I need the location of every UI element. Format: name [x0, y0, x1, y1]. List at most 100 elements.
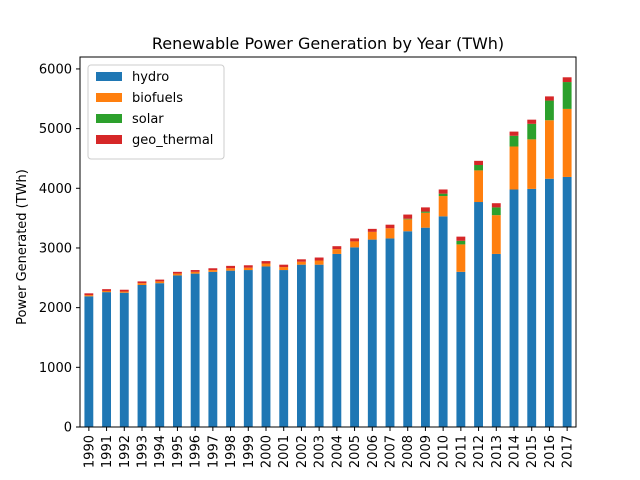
bar-biofuels-2007	[385, 228, 395, 239]
bar-hydro-2004	[332, 253, 342, 427]
bar-biofuels-2012	[474, 170, 483, 203]
legend-swatch-geo_thermal	[96, 135, 122, 144]
x-tick-label: 2000	[260, 435, 275, 468]
bar-geo_thermal-2016	[545, 96, 554, 101]
bar-biofuels-2004	[332, 249, 342, 254]
x-tick-label: 2016	[543, 435, 558, 468]
bar-biofuels-2000	[261, 263, 271, 267]
bar-hydro-2003	[314, 264, 324, 427]
bar-geo_thermal-2005	[350, 238, 359, 242]
legend-label-hydro: hydro	[132, 70, 169, 85]
bar-geo_thermal-1999	[243, 265, 253, 268]
bar-geo_thermal-2000	[261, 261, 271, 264]
x-tick-label: 2009	[419, 435, 434, 468]
x-tick-label: 2014	[508, 435, 523, 468]
bar-geo_thermal-2015	[527, 119, 537, 124]
bar-geo_thermal-2013	[491, 203, 501, 208]
bar-biofuels-1999	[243, 267, 253, 271]
bar-biofuels-2016	[545, 120, 554, 179]
bar-biofuels-1993	[137, 283, 147, 285]
bar-geo_thermal-2017	[562, 77, 572, 83]
bar-hydro-2006	[367, 239, 377, 427]
bar-geo_thermal-1996	[190, 270, 200, 272]
bar-biofuels-2013	[491, 215, 501, 254]
x-tick-label: 2015	[525, 435, 540, 468]
bar-solar-2015	[527, 123, 537, 140]
bar-solar-2010	[438, 193, 448, 197]
bar-geo_thermal-2008	[403, 214, 413, 219]
x-tick-label: 2017	[561, 435, 576, 468]
bar-geo_thermal-1990	[84, 293, 94, 296]
bar-hydro-1990	[84, 296, 94, 427]
bar-solar-2012	[474, 165, 483, 171]
x-tick-label: 2002	[295, 435, 310, 468]
bar-biofuels-2002	[297, 261, 306, 265]
bar-hydro-2009	[421, 227, 430, 427]
bar-solar-2009	[421, 211, 430, 213]
bar-biofuels-2015	[527, 139, 537, 189]
x-tick-label: 1994	[153, 435, 168, 468]
bar-geo_thermal-2001	[279, 264, 289, 268]
bar-geo_thermal-1998	[226, 265, 235, 269]
x-tick-label: 1999	[242, 435, 257, 468]
bar-hydro-1994	[155, 283, 165, 427]
y-axis-label: Power Generated (TWh)	[15, 169, 30, 325]
bar-biofuels-1996	[190, 271, 200, 274]
x-tick-label: 2013	[490, 435, 505, 468]
x-tick-label: 1998	[224, 435, 239, 468]
bar-hydro-2011	[456, 271, 466, 427]
bar-geo_thermal-1997	[208, 268, 218, 271]
bar-hydro-1998	[226, 270, 235, 427]
x-tick-label: 1991	[100, 435, 115, 468]
bar-biofuels-2009	[421, 212, 430, 228]
bar-geo_thermal-2002	[297, 259, 306, 262]
x-tick-label: 2011	[454, 435, 469, 468]
bar-geo_thermal-2014	[509, 131, 519, 136]
bar-hydro-2000	[261, 266, 271, 427]
bar-geo_thermal-2006	[367, 228, 377, 232]
bar-hydro-2005	[350, 247, 359, 427]
x-tick-label: 1996	[189, 435, 204, 468]
y-tick-label: 5000	[39, 122, 72, 137]
bar-biofuels-1992	[119, 291, 129, 293]
bar-geo_thermal-2011	[456, 236, 466, 241]
chart-title: Renewable Power Generation by Year (TWh)	[152, 34, 504, 53]
bar-hydro-2012	[474, 202, 483, 427]
bar-hydro-1993	[137, 284, 147, 427]
y-tick-label: 2000	[39, 301, 72, 316]
bar-biofuels-2017	[562, 108, 572, 177]
x-tick-label: 2006	[366, 435, 381, 468]
x-tick-label: 2010	[437, 435, 452, 468]
bar-geo_thermal-1995	[173, 271, 182, 274]
bar-biofuels-2011	[456, 244, 466, 272]
bar-geo_thermal-2010	[438, 189, 448, 194]
bar-hydro-2010	[438, 216, 448, 427]
y-tick-label: 4000	[39, 182, 72, 197]
bar-geo_thermal-2012	[474, 160, 483, 166]
legend: hydro biofuels solar geo_thermal	[87, 64, 225, 160]
plot-frame	[79, 56, 577, 428]
bar-geo_thermal-1993	[137, 281, 147, 284]
x-tick-label: 1997	[206, 435, 221, 468]
bar-hydro-2017	[562, 176, 572, 427]
legend-label-biofuels: biofuels	[132, 91, 183, 106]
bar-hydro-2002	[297, 264, 306, 427]
bar-biofuels-1991	[102, 290, 111, 293]
bar-biofuels-1995	[173, 273, 182, 276]
bar-geo_thermal-2009	[421, 207, 430, 212]
bar-geo_thermal-2004	[332, 246, 342, 250]
bar-hydro-1996	[190, 273, 200, 427]
x-tick-label: 1990	[82, 435, 97, 468]
bar-biofuels-2001	[279, 267, 289, 271]
bar-biofuels-2014	[509, 146, 519, 190]
bar-solar-2008	[403, 218, 413, 220]
bar-biofuels-2006	[367, 231, 377, 240]
bar-solar-2014	[509, 135, 519, 147]
bar-biofuels-1998	[226, 268, 235, 271]
bar-hydro-2007	[385, 238, 395, 427]
y-tick-label: 1000	[39, 361, 72, 376]
x-tick-label: 2004	[330, 435, 345, 468]
bar-hydro-2016	[545, 178, 554, 427]
